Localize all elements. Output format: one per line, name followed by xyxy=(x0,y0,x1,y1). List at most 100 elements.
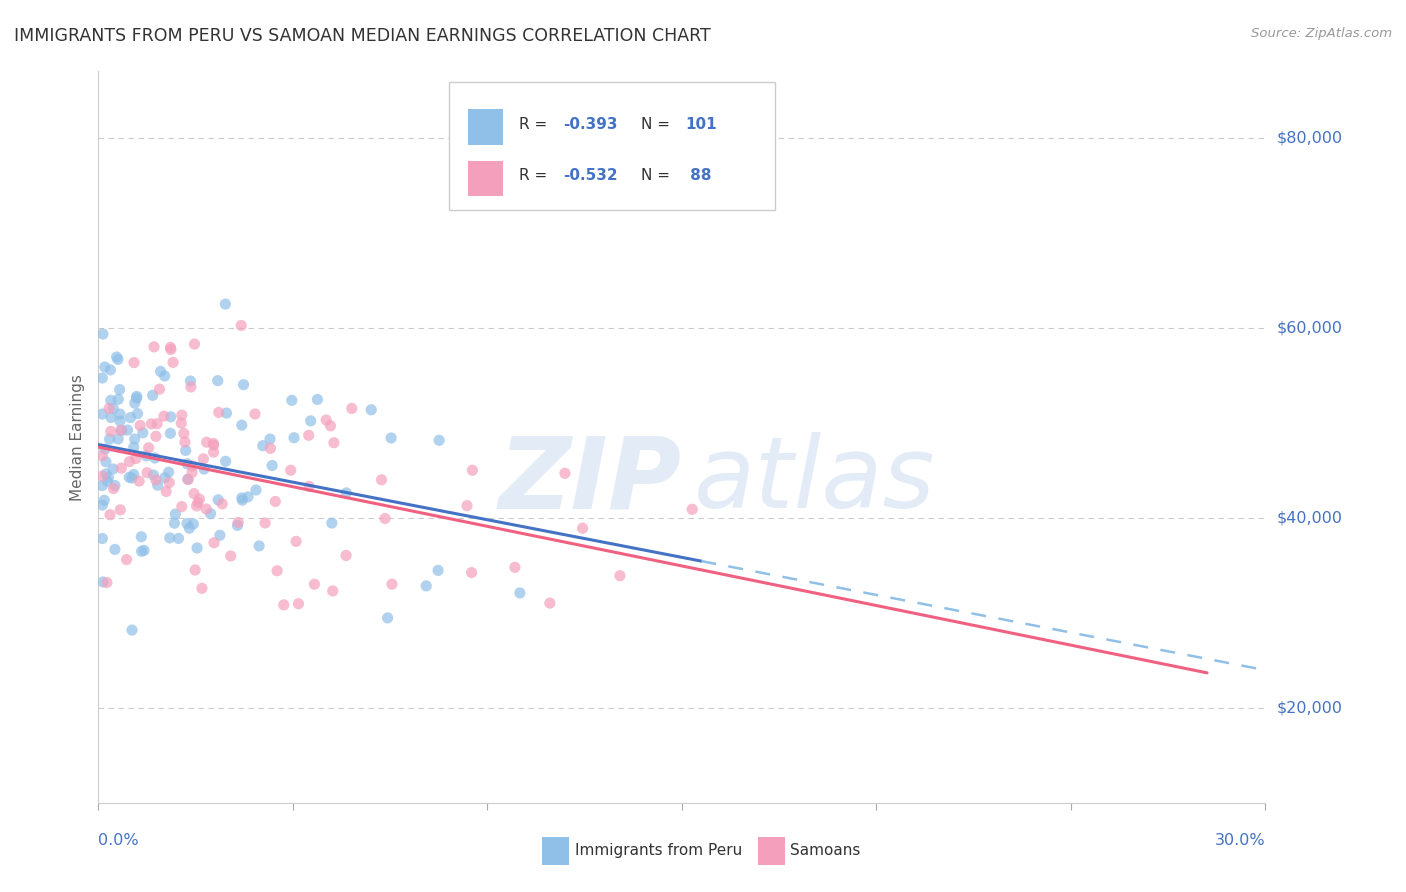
Point xyxy=(231,318,253,333)
Point xyxy=(211,497,233,511)
Point xyxy=(97,470,120,484)
Point xyxy=(509,586,531,600)
Point xyxy=(174,435,197,450)
Point xyxy=(315,413,337,427)
Point xyxy=(207,492,229,507)
Point xyxy=(117,423,139,437)
Point xyxy=(145,473,167,487)
Point xyxy=(252,439,274,453)
Point xyxy=(94,467,117,481)
Point xyxy=(264,494,287,508)
Point xyxy=(186,541,208,555)
Text: $80,000: $80,000 xyxy=(1277,130,1343,145)
Point xyxy=(100,363,122,377)
Point xyxy=(91,469,114,483)
Point xyxy=(340,401,363,416)
Point xyxy=(145,429,167,443)
Text: -0.393: -0.393 xyxy=(562,117,617,132)
Point xyxy=(96,575,118,590)
Point xyxy=(177,472,200,486)
Point xyxy=(202,535,225,549)
Point xyxy=(335,486,357,500)
Point xyxy=(370,473,392,487)
Text: $40,000: $40,000 xyxy=(1277,510,1343,525)
Text: $20,000: $20,000 xyxy=(1277,700,1343,715)
Point xyxy=(125,391,148,405)
Point xyxy=(427,434,450,448)
Point xyxy=(110,461,132,475)
Point xyxy=(153,409,176,424)
Point xyxy=(183,486,205,500)
Point xyxy=(167,532,190,546)
Point xyxy=(107,352,129,367)
Point xyxy=(149,364,172,378)
Point xyxy=(283,431,305,445)
Point xyxy=(155,484,177,499)
Point xyxy=(129,418,152,433)
Point xyxy=(121,623,143,637)
Point xyxy=(273,598,295,612)
Text: R =: R = xyxy=(519,117,551,132)
Point xyxy=(148,382,170,396)
Point xyxy=(503,560,526,574)
Point xyxy=(207,374,229,388)
Text: R =: R = xyxy=(519,169,551,184)
Point xyxy=(100,410,122,425)
FancyBboxPatch shape xyxy=(468,161,503,195)
Point xyxy=(173,426,195,441)
Point xyxy=(179,521,201,535)
Point xyxy=(100,425,122,439)
Text: 0.0%: 0.0% xyxy=(98,833,139,848)
Point xyxy=(108,414,131,428)
Text: N =: N = xyxy=(641,117,675,132)
Point xyxy=(170,500,193,514)
Point xyxy=(208,405,231,419)
Point xyxy=(377,611,399,625)
Point xyxy=(118,470,141,484)
Point xyxy=(115,552,138,566)
Point xyxy=(298,479,321,493)
Point xyxy=(120,410,142,425)
Point xyxy=(170,416,193,430)
Point xyxy=(427,563,450,577)
Point xyxy=(181,466,204,480)
Point xyxy=(187,495,209,509)
Point xyxy=(232,377,254,392)
Point xyxy=(101,462,124,476)
Text: atlas: atlas xyxy=(693,433,935,530)
Point xyxy=(214,454,236,468)
Point xyxy=(374,511,396,525)
Point xyxy=(609,568,631,582)
Point xyxy=(381,577,404,591)
Point xyxy=(319,418,342,433)
Point xyxy=(202,438,225,452)
Point xyxy=(321,516,343,530)
Point xyxy=(124,432,146,446)
Point xyxy=(125,389,148,403)
Point xyxy=(91,326,114,341)
Point xyxy=(121,471,143,485)
Point xyxy=(128,474,150,488)
Point xyxy=(142,468,165,483)
Point xyxy=(280,463,302,477)
Point xyxy=(127,407,149,421)
Point xyxy=(108,383,131,397)
Point xyxy=(98,508,121,522)
Point xyxy=(380,431,402,445)
Point xyxy=(136,466,159,480)
FancyBboxPatch shape xyxy=(758,838,785,865)
Point xyxy=(259,432,281,446)
Point xyxy=(105,350,128,364)
Point xyxy=(110,503,132,517)
Point xyxy=(118,455,141,469)
Point xyxy=(183,337,205,351)
Point xyxy=(111,424,134,438)
Point xyxy=(231,418,253,433)
Point xyxy=(245,483,267,497)
Point xyxy=(135,449,157,463)
Text: 101: 101 xyxy=(685,117,717,132)
Point xyxy=(94,359,117,374)
Point xyxy=(202,445,225,459)
Text: N =: N = xyxy=(641,169,675,184)
Point xyxy=(91,407,114,421)
